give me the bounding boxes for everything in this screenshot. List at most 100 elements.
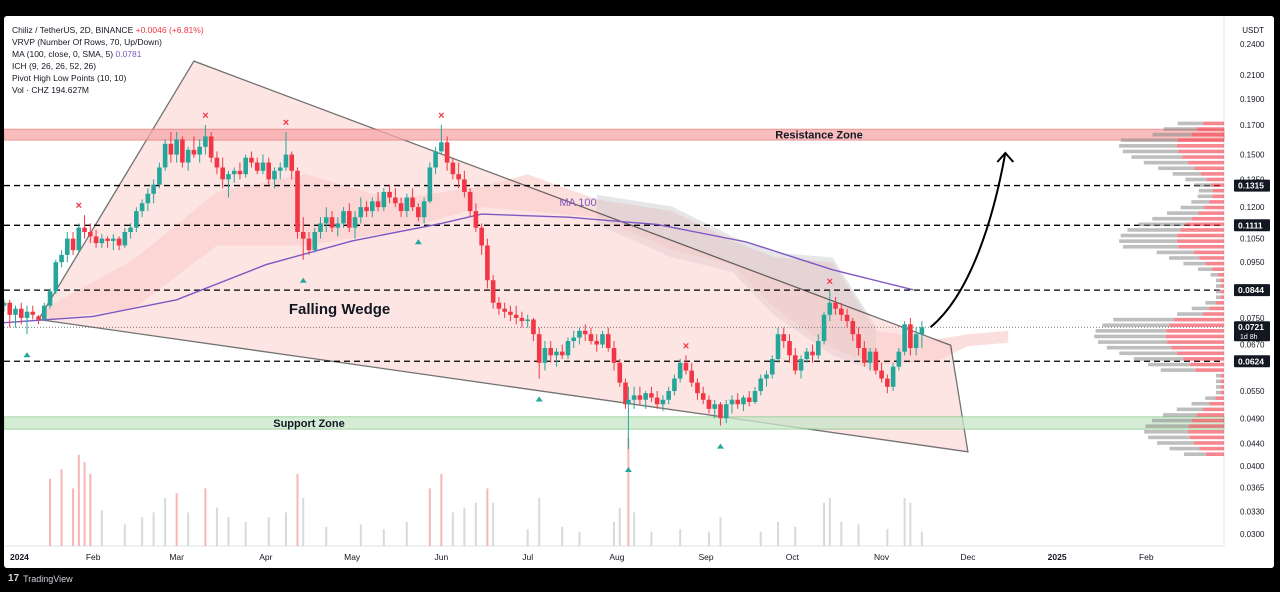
candle [393, 188, 398, 208]
candle [226, 170, 231, 198]
candle-body [260, 162, 266, 171]
candle [203, 125, 208, 155]
candle-body [867, 351, 873, 363]
price-tag-value: 0.0721 [1238, 322, 1264, 332]
candle-body [7, 302, 13, 315]
volume-profile-bar [1220, 390, 1224, 395]
candle-body [683, 362, 689, 371]
candle-body [623, 382, 628, 405]
volume-profile-bar [1174, 317, 1224, 322]
candle [519, 311, 525, 328]
volume-profile-bar [1202, 312, 1224, 316]
price-tag-value: 0.0844 [1238, 285, 1264, 295]
candle-body [13, 308, 18, 315]
candle-body [335, 223, 341, 228]
volume-profile-bar [1210, 272, 1218, 277]
chart-panel[interactable]: Resistance Zone Support Zone MA 100 × × × × × × F… [4, 16, 1274, 568]
candle-body [798, 359, 804, 371]
candle-body [191, 149, 197, 155]
price-axis-tick: 0.0490 [1240, 414, 1265, 423]
volume-bar [463, 507, 466, 546]
volume-profile-bar [1196, 127, 1224, 131]
indicator-vrvp[interactable]: VRVP (Number Of Rows, 70, Up/Down) [12, 37, 162, 47]
candle [879, 362, 884, 383]
volume-profile-bar [1193, 250, 1224, 255]
candle [444, 136, 450, 171]
symbol-title: Chiliz / TetherUS, 2D, BINANCE [12, 25, 134, 35]
time-axis-label: Mar [169, 552, 184, 562]
candle-body [666, 391, 671, 400]
candle-body [249, 157, 254, 163]
price-axis-tick: 0.1200 [1240, 203, 1265, 212]
candle-body [637, 395, 643, 400]
volume-bar [903, 498, 906, 546]
volume-profile-bar [1209, 306, 1224, 311]
price-tag: 0.1111 [1234, 219, 1270, 232]
candle-body [577, 330, 582, 338]
volume-profile-bar [1209, 401, 1224, 406]
price-tag-bg [1234, 355, 1270, 368]
candle-body [300, 231, 306, 239]
candle-body [513, 314, 519, 318]
candle [254, 157, 260, 175]
candle-body [93, 236, 99, 244]
candle-body [827, 302, 833, 315]
candle-body [781, 334, 787, 342]
pivot-high-marker: × [76, 200, 82, 212]
candle-body [908, 324, 913, 349]
candle [191, 136, 197, 158]
candle [7, 299, 13, 328]
candle [672, 374, 677, 396]
volume-bar [486, 488, 489, 546]
volume-profile-bar [1122, 149, 1179, 154]
candle-body [689, 370, 694, 383]
candle [128, 223, 133, 239]
volume-profile-bar [1188, 429, 1224, 434]
volume-profile [1094, 121, 1224, 456]
time-axis-label: Oct [786, 552, 800, 562]
support-zone-band [4, 416, 1225, 430]
candle [867, 348, 873, 371]
volume-profile-bar [1220, 379, 1224, 384]
candle-body [485, 245, 490, 281]
volume-bar [857, 524, 860, 546]
volume-profile-bar [1148, 362, 1190, 367]
indicator-volume[interactable]: Vol · CHZ 194.627M [12, 85, 90, 95]
indicator-ichimoku[interactable]: ICH (9, 26, 26, 52, 26) [12, 61, 97, 71]
candle [479, 223, 484, 255]
volume-bar [474, 502, 477, 546]
price-chart-svg[interactable]: Resistance Zone Support Zone MA 100 × × × × × × F… [4, 16, 1274, 568]
candle-body [180, 139, 185, 163]
symbol-line[interactable]: Chiliz / TetherUS, 2D, BINANCE +0.0046 (… [12, 24, 204, 36]
candle [600, 330, 605, 349]
candle-body [660, 399, 666, 405]
pivot-low-marker [414, 239, 422, 245]
candle-body [677, 362, 683, 379]
volume-profile-bar [1191, 306, 1210, 311]
volume-profile-bar [1133, 357, 1184, 361]
volume-profile-bar [1188, 424, 1224, 428]
candle [237, 162, 243, 180]
candle [450, 157, 456, 180]
indicator-ma[interactable]: MA (100, close, 0, SMA, 5) 0.0781 [12, 48, 204, 60]
volume-bar [526, 529, 529, 546]
candle [582, 324, 588, 342]
volume-profile-bar [1216, 295, 1221, 300]
chart-legend: Chiliz / TetherUS, 2D, BINANCE +0.0046 (… [12, 24, 204, 96]
candle-body [588, 334, 594, 342]
candle-body [746, 397, 752, 403]
indicator-pivots[interactable]: Pivot High Low Points (10, 10) [12, 73, 127, 83]
pivot-low-marker [535, 396, 543, 402]
price-axis-tick: 0.0400 [1240, 462, 1265, 471]
candle [833, 296, 838, 315]
price-axis-tick: 0.0365 [1240, 484, 1265, 493]
price-tag-bg [1234, 284, 1270, 297]
candle-body [88, 231, 93, 237]
candle [346, 203, 352, 232]
candle-body [323, 217, 329, 224]
volume-bar [909, 502, 912, 546]
candle [787, 334, 792, 363]
time-axis-label: Feb [86, 552, 101, 562]
volume-bar [215, 507, 218, 546]
candle-body [306, 238, 312, 251]
